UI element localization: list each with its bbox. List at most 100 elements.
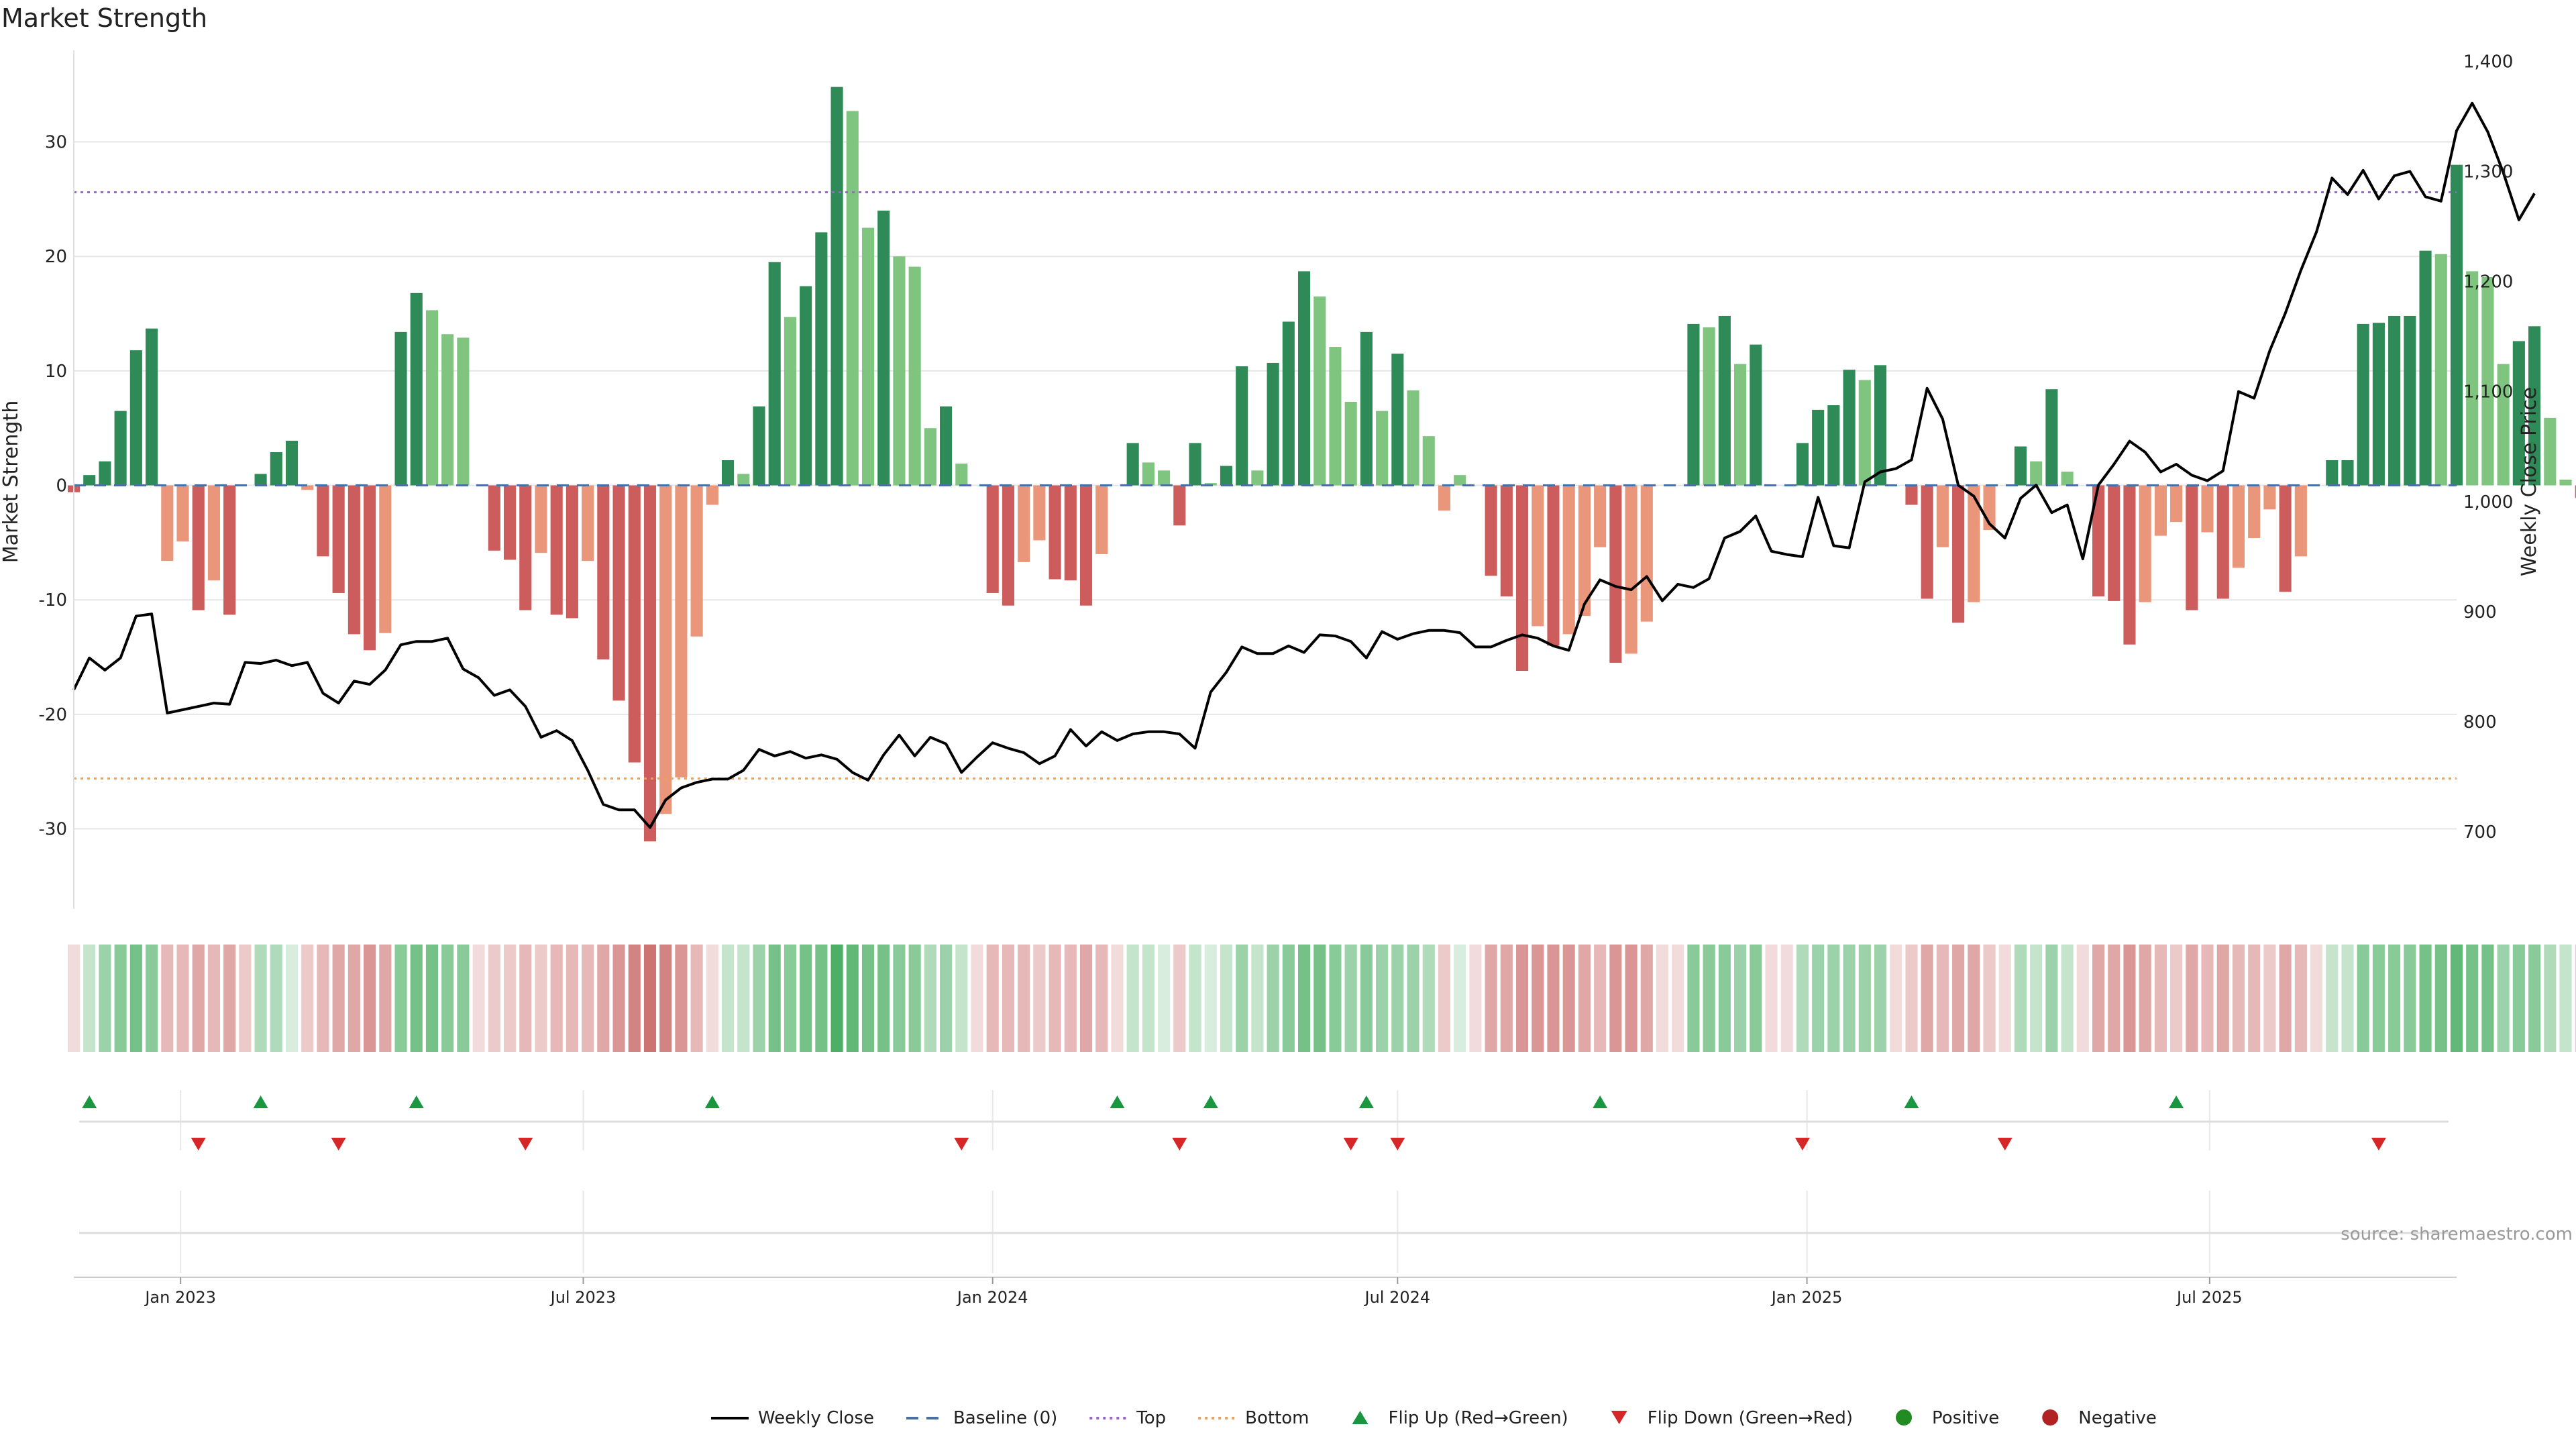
heat-cell [1703, 945, 1715, 1052]
strength-bar [706, 485, 718, 505]
flip-down-marker [1997, 1138, 2012, 1150]
strength-bar [192, 485, 205, 610]
strength-bar [2528, 326, 2541, 486]
heat-cell [1812, 945, 1825, 1052]
left-tick-label: -20 [39, 705, 67, 725]
heat-cell [1500, 945, 1513, 1052]
heat-cell [1562, 945, 1575, 1052]
strength-bar [1485, 485, 1497, 576]
strength-bar [940, 406, 953, 486]
strength-bar [861, 227, 875, 486]
heat-cell [441, 945, 454, 1052]
legend-label: Weekly Close [758, 1408, 874, 1428]
heat-cell [99, 945, 111, 1052]
heat-cell [207, 945, 220, 1052]
heat-cell [2045, 945, 2058, 1052]
strength-bar [908, 266, 921, 486]
heat-cell [457, 945, 470, 1052]
heat-cell [1126, 945, 1139, 1052]
right-axis: 700 800 900 1,000 1,100 1,200 1,300 1,400 [2463, 52, 2513, 843]
legend-label: Positive [1932, 1408, 1999, 1428]
strength-bar [1438, 485, 1451, 511]
strength-bar [2419, 250, 2432, 486]
heat-cell [768, 945, 781, 1052]
strength-bar [2466, 271, 2479, 486]
legend-flip-up-icon [1352, 1411, 1368, 1424]
heat-cell [1547, 945, 1560, 1052]
heat-cell [1438, 945, 1451, 1052]
strength-bar [2544, 417, 2557, 486]
strength-bar [1018, 485, 1030, 562]
legend-label: Flip Up (Red→Green) [1389, 1408, 1568, 1428]
strength-bar [628, 485, 641, 763]
strength-bar [488, 485, 500, 551]
strength-bar [1204, 483, 1217, 486]
heat-cell [2481, 945, 2494, 1052]
left-tick-label: 10 [45, 362, 67, 382]
strength-bar [2372, 323, 2385, 486]
heat-cell [1998, 945, 2011, 1052]
strength-bar [1220, 466, 1233, 486]
strength-bar [1843, 370, 1856, 486]
strength-bar [254, 474, 267, 486]
strength-bar [612, 485, 625, 701]
heat-cell [2263, 945, 2276, 1052]
heat-cell [706, 945, 718, 1052]
strength-bar [2481, 276, 2494, 486]
strength-bar [753, 406, 765, 486]
heat-cell [1251, 945, 1264, 1052]
strength-bar [332, 485, 345, 593]
heat-cell [1718, 945, 1731, 1052]
grid-layer [74, 141, 2457, 830]
strength-bar [986, 485, 999, 593]
heat-cell [2512, 945, 2525, 1052]
legend-positive-dot [1896, 1409, 1913, 1426]
heat-cell [1158, 945, 1171, 1052]
strength-bar [146, 328, 158, 486]
heat-cell [924, 945, 936, 1052]
strength-bar [1936, 485, 1949, 547]
strength-bar [2497, 364, 2510, 486]
strength-bar [364, 485, 376, 651]
heat-cell [1344, 945, 1357, 1052]
date-tick-label: Jul 2025 [2176, 1288, 2243, 1307]
strength-bar [1703, 327, 1715, 486]
heat-cell [1968, 945, 1980, 1052]
strength-bar [270, 452, 282, 486]
strength-bar [955, 464, 968, 486]
right-tick-label: 1,000 [2463, 492, 2513, 513]
heat-cell [1329, 945, 1342, 1052]
strength-bar [425, 310, 439, 486]
heat-cell [2186, 945, 2198, 1052]
chart-title: Market Strength [1, 3, 207, 33]
strength-bar [285, 440, 299, 486]
strength-bar [1049, 485, 1061, 580]
strength-bar [2216, 485, 2229, 599]
heat-cell [1516, 945, 1529, 1052]
flip-down-marker [1343, 1138, 1358, 1150]
heat-cell [893, 945, 906, 1052]
heat-cell [301, 945, 314, 1052]
heat-cell [1142, 945, 1155, 1052]
strength-bar [566, 485, 578, 619]
strength-bar [800, 286, 812, 486]
heat-cell [503, 945, 517, 1052]
strength-bar [1282, 321, 1295, 486]
strength-bar [1594, 485, 1607, 547]
strength-bar [1033, 485, 1046, 541]
strength-bar [161, 485, 174, 561]
heat-cell [1173, 945, 1186, 1052]
strength-bar [550, 485, 563, 615]
strength-bar [1376, 411, 1389, 486]
heat-cell [1095, 945, 1108, 1052]
flip-up-marker [704, 1095, 720, 1108]
strength-bar [2139, 485, 2151, 602]
heat-cell [394, 945, 407, 1052]
strength-bar [2045, 389, 2058, 486]
strength-bar [1454, 475, 1466, 486]
strength-bar [223, 485, 236, 615]
heat-cell [192, 945, 205, 1052]
strength-bar [893, 256, 906, 486]
right-tick-label: 1,400 [2463, 52, 2513, 72]
